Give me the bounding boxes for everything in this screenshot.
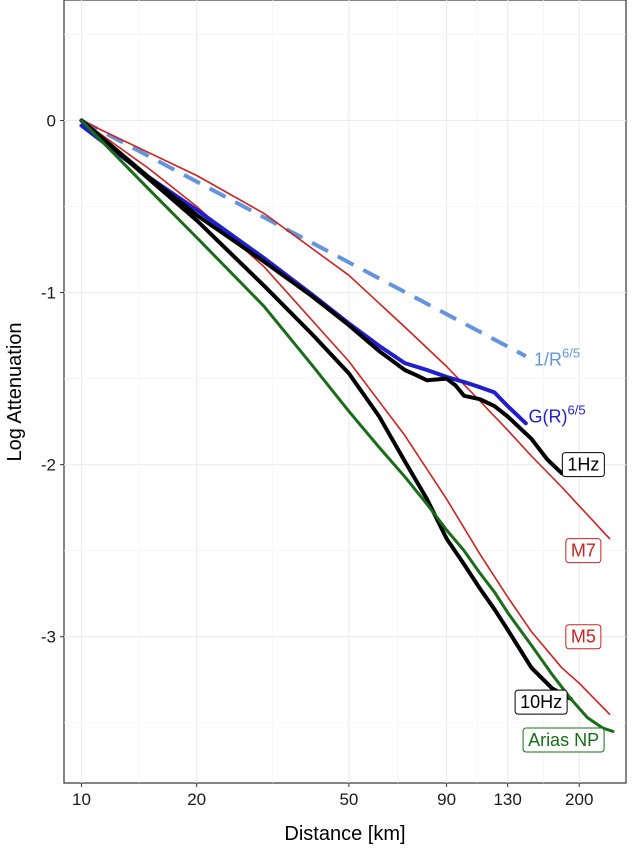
series-annotations: 1/R6/5 G(R)6/5 1Hz M7 M5 10Hz Arias NP bbox=[514, 346, 605, 753]
series-line-one-hz bbox=[79, 118, 564, 476]
series-lines bbox=[79, 118, 615, 733]
x-tick-label: 200 bbox=[565, 790, 593, 809]
annotation-m7: M7 bbox=[565, 538, 602, 564]
annotation-box bbox=[561, 452, 605, 478]
x-axis-ticks: 10 20 50 90 130 200 bbox=[72, 783, 593, 809]
annotation-m5: M5 bbox=[565, 624, 602, 650]
grid-lines bbox=[64, 0, 626, 783]
series-line-geom-1-over-R bbox=[80, 118, 527, 358]
series-line-gr bbox=[79, 123, 528, 426]
annotation-gr: G(R)6/5 bbox=[529, 402, 586, 426]
x-tick-label: 90 bbox=[437, 790, 456, 809]
y-tick-label: -1 bbox=[41, 284, 56, 303]
x-tick-label: 20 bbox=[187, 790, 206, 809]
annotation-label: M5 bbox=[571, 627, 596, 647]
y-tick-label: -3 bbox=[41, 628, 56, 647]
y-axis-title: Log Attenuation bbox=[4, 322, 26, 461]
annotation-one-hz: 1Hz bbox=[561, 452, 605, 478]
annotation-label: 1Hz bbox=[567, 455, 599, 475]
series-line-m5 bbox=[80, 119, 611, 716]
y-tick-label: 0 bbox=[47, 111, 56, 130]
x-tick-label: 10 bbox=[72, 790, 91, 809]
annotation-label: Arias NP bbox=[528, 730, 599, 750]
annotation-arias: Arias NP bbox=[522, 727, 605, 753]
series-line-ten-hz bbox=[79, 118, 573, 701]
annotation-label: 10Hz bbox=[520, 692, 562, 712]
annotation-box bbox=[522, 727, 605, 753]
annotation-box bbox=[514, 689, 568, 715]
annotation-box bbox=[565, 624, 602, 650]
x-axis-title: Distance [km] bbox=[284, 823, 405, 845]
annotation-geom-1-over-R: 1/R6/5 bbox=[534, 346, 580, 370]
annotation-label: M7 bbox=[571, 541, 596, 561]
y-axis-ticks: 0 -1 -2 -3 bbox=[41, 111, 64, 647]
annotation-box bbox=[565, 538, 602, 564]
x-tick-label: 50 bbox=[339, 790, 358, 809]
plot-panel bbox=[63, 0, 627, 784]
y-tick-label: -2 bbox=[41, 456, 56, 475]
x-tick-label: 130 bbox=[493, 790, 521, 809]
annotation-label: G(R)6/5 bbox=[529, 402, 586, 426]
annotation-ten-hz: 10Hz bbox=[514, 689, 568, 715]
annotation-label: 1/R6/5 bbox=[534, 346, 580, 370]
